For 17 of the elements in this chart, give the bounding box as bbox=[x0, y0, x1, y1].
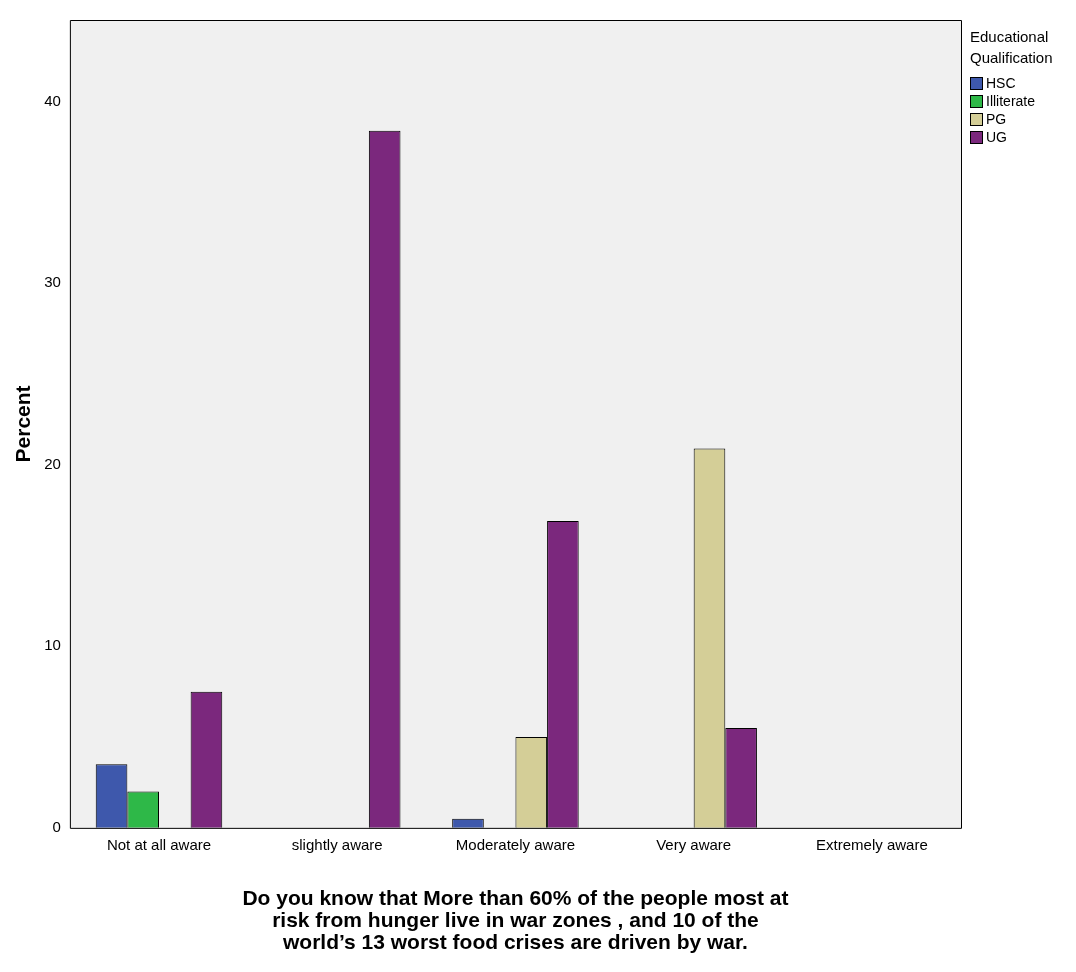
legend-title: Educational Qualification bbox=[970, 27, 1054, 68]
x-tick-label: Not at all aware bbox=[106, 835, 212, 853]
y-tick-label: 10 bbox=[44, 636, 61, 654]
y-tick-label: 40 bbox=[44, 91, 61, 109]
y-axis-title: Percent bbox=[11, 385, 35, 463]
x-tick-label: slightly aware bbox=[291, 835, 383, 853]
x-axis-title: Do you know that More than 60% of the people most at risk from hunger live in war zones , and 10 of the world’s 13 worst food crises are driven by war. bbox=[242, 885, 789, 953]
x-tick-label: Extremely aware bbox=[816, 835, 928, 853]
x-tick-label: Very aware bbox=[656, 835, 732, 853]
y-tick-label: 20 bbox=[44, 454, 61, 472]
legend-label: HSC bbox=[986, 75, 1016, 91]
y-tick-label: 30 bbox=[44, 273, 61, 291]
legend-label: UG bbox=[986, 129, 1007, 145]
y-tick-label: 0 bbox=[52, 817, 61, 835]
x-tick-label: Moderately aware bbox=[455, 835, 576, 853]
legend-label: PG bbox=[986, 111, 1007, 127]
legend-label: Illiterate bbox=[986, 93, 1036, 109]
